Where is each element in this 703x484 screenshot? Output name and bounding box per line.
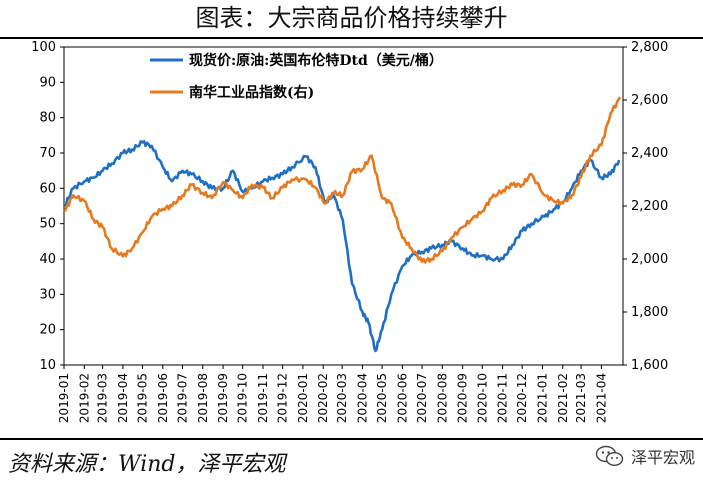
left-axis-tick-label: 50: [39, 217, 56, 232]
x-axis-tick-label: 2020-10: [475, 373, 489, 423]
x-axis-tick-label: 2020-05: [375, 373, 389, 423]
x-axis-tick-label: 2019-11: [256, 373, 270, 423]
series-line-nanhua: [63, 96, 622, 264]
bottom-rule: [0, 438, 703, 440]
x-axis-tick-label: 2020-01: [296, 373, 310, 423]
left-axis-tick-label: 60: [39, 181, 56, 196]
left-axis-tick-label: 40: [39, 252, 56, 267]
series-line-brent: [63, 140, 621, 353]
x-axis-tick-label: 2021-01: [535, 373, 549, 423]
x-axis-tick-label: 2021-04: [594, 373, 608, 423]
axes: 10 20 30 40 50 60 70 80 90 100 1,600 1,800 2,000 2,20…: [31, 40, 668, 423]
right-axis-tick-label: 1,800: [631, 305, 668, 320]
right-axis-tick-label: 2,200: [631, 199, 668, 214]
legend: 现货价:原油:英国布伦特Dtd（美元/桶） 南华工业品指数(右): [150, 52, 443, 101]
x-axis-tick-label: 2020-04: [355, 373, 369, 423]
left-axis-tick-label: 100: [31, 40, 56, 55]
right-axis-tick-label: 2,400: [631, 146, 668, 161]
x-axis-tick-label: 2019-06: [156, 373, 170, 423]
x-axis-tick-label: 2020-03: [335, 373, 349, 423]
x-axis-tick-label: 2020-11: [496, 373, 510, 423]
legend-label: 南华工业品指数(右): [189, 84, 314, 101]
left-axis-tick-label: 20: [39, 323, 56, 338]
watermark: 泽平宏观: [595, 444, 695, 468]
x-axis-tick-label: 2020-07: [415, 373, 429, 423]
right-axis-tick-label: 2,000: [631, 252, 668, 267]
x-axis-tick-label: 2020-06: [395, 373, 409, 423]
x-axis-tick-label: 2019-05: [136, 373, 150, 423]
left-axis-tick-label: 10: [39, 358, 56, 373]
x-axis-tick-label: 2019-07: [175, 373, 189, 423]
series-lines: [63, 96, 622, 353]
watermark-text: 泽平宏观: [630, 448, 695, 467]
legend-label: 现货价:原油:英国布伦特Dtd（美元/桶）: [189, 52, 443, 69]
x-axis-tick-label: 2021-02: [556, 373, 570, 423]
left-axis-tick-label: 70: [39, 146, 56, 161]
source-note: 资料来源：Wind，泽平宏观: [8, 452, 286, 477]
x-axis-tick-label: 2019-01: [57, 373, 71, 423]
page-title: 图表：大宗商品价格持续攀升: [195, 4, 508, 32]
x-axis-tick-label: 2020-08: [435, 373, 449, 423]
x-axis-tick-label: 2019-08: [196, 373, 210, 423]
x-axis-tick-label: 2019-09: [216, 373, 230, 423]
x-axis-tick-label: 2020-09: [456, 373, 470, 423]
x-axis-tick-label: 2019-10: [236, 373, 250, 423]
right-axis-tick-label: 2,600: [631, 93, 668, 108]
right-axis-tick-label: 1,600: [631, 358, 668, 373]
top-rule: [0, 37, 703, 39]
x-axis-tick-label: 2020-02: [316, 373, 330, 423]
x-axis-tick-label: 2019-12: [276, 373, 290, 423]
right-axis-tick-label: 2,800: [631, 40, 668, 55]
left-axis-tick-label: 80: [39, 111, 56, 126]
wechat-icon: [595, 445, 624, 467]
x-axis-tick-label: 2019-02: [77, 373, 91, 423]
x-axis-tick-label: 2019-03: [96, 373, 110, 423]
x-axis-tick-label: 2020-12: [515, 373, 529, 423]
plot-frame: [63, 46, 624, 366]
left-axis-tick-label: 90: [39, 75, 56, 90]
x-axis-tick-label: 2019-04: [116, 373, 130, 423]
left-axis-tick-label: 30: [39, 287, 56, 302]
x-axis-tick-label: 2021-03: [574, 373, 588, 423]
